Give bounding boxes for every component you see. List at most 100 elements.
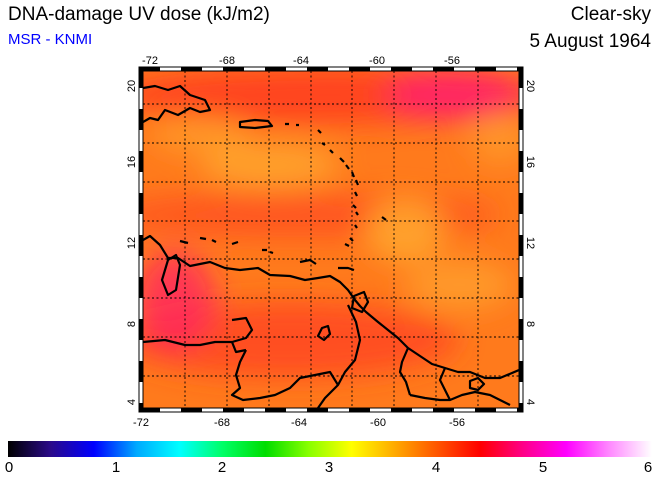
venezuela-guyana-border (317, 304, 362, 408)
frame-segment-right (519, 361, 523, 382)
frame-segment-bottom (349, 408, 370, 412)
uv-spot-yellow-3 (405, 260, 515, 310)
south-border (409, 390, 511, 406)
frame-segment-left (139, 361, 143, 382)
venezuela-islands (231, 240, 355, 272)
uv-spot-yellow-4 (150, 117, 250, 153)
lon-labels-top: -72 -68 -64 -60 -56 (142, 55, 460, 67)
hispaniola-coast (143, 84, 212, 123)
colorbar-label-4: 4 (431, 459, 441, 476)
frame-segment-top (223, 67, 244, 71)
colombia-border (143, 316, 254, 347)
frame-segment-right (519, 403, 523, 412)
colorbar-label-2: 2 (217, 459, 227, 476)
frame-segment-right (519, 67, 523, 88)
date-label: 5 August 1964 (529, 31, 652, 52)
lat-right-label-0: 4 (524, 399, 536, 405)
caribbean-mainland-coast (143, 234, 519, 380)
frame-segment-bottom (307, 408, 328, 412)
frame-segment-right (519, 277, 523, 298)
frame-segment-top (307, 67, 328, 71)
frame-segment-left (139, 193, 143, 214)
sky-condition: Clear-sky (570, 4, 651, 25)
frame-segment-bottom (475, 408, 496, 412)
frame-segment-right (519, 109, 523, 130)
frame-segment-bottom (265, 408, 286, 412)
lon-bottom-label-4: -56 (449, 417, 465, 429)
lat-left-label-0: 4 (126, 399, 138, 405)
uv-spot-west (143, 250, 215, 350)
frame-segment-left (139, 319, 143, 340)
uv-field (143, 71, 519, 408)
frame-segment-top (475, 67, 496, 71)
virgin-islands (285, 122, 299, 127)
frame-segment-bottom (139, 408, 160, 412)
lon-bottom-label-2: -64 (291, 417, 307, 429)
lon-bottom-label-0: -72 (133, 417, 149, 429)
lat-right-label-2: 12 (524, 237, 536, 249)
guyana-suriname-border (398, 347, 412, 396)
river-lake (316, 324, 332, 342)
barbados (381, 216, 387, 221)
frame-segment-right (519, 319, 523, 340)
abc-islands (179, 236, 217, 245)
frame-segment-right (519, 151, 523, 172)
lat-left-label-4: 20 (126, 80, 138, 92)
uv-spot-yellow-2 (365, 198, 445, 262)
lat-right-label-1: 8 (524, 321, 536, 327)
lon-top-label-1: -68 (219, 55, 235, 67)
uv-spot-yellow-5 (470, 115, 519, 165)
frame-segment-left (139, 403, 143, 412)
lat-left-label-3: 16 (126, 156, 138, 168)
lat-left-label-2: 12 (126, 237, 138, 249)
frame-segment-right (519, 193, 523, 214)
brazil-border (230, 349, 339, 402)
source-label: MSR - KNMI (8, 31, 93, 48)
lon-bottom-label-3: -60 (370, 417, 386, 429)
uv-spot-yellow-1 (200, 143, 340, 187)
uv-field-patterns (143, 71, 519, 378)
lon-top-label-0: -72 (142, 55, 158, 67)
colorbar-label-6: 6 (643, 459, 653, 476)
frame-segment-bottom (433, 408, 454, 412)
frame-segment-top (349, 67, 370, 71)
colorbar (8, 441, 652, 457)
puerto-rico-coast (238, 118, 274, 130)
frame-segment-right (519, 235, 523, 256)
lon-top-label-4: -56 (444, 55, 460, 67)
colorbar-label-3: 3 (324, 459, 334, 476)
frame-segment-top (181, 67, 202, 71)
map-frame (138, 66, 524, 413)
colorbar-label-0: 0 (4, 459, 14, 476)
lat-right-label-4: 20 (524, 80, 536, 92)
graticule (143, 71, 519, 408)
frame-segment-top (139, 67, 160, 71)
lon-bottom-label-1: -68 (214, 417, 230, 429)
frame-segment-bottom (223, 408, 244, 412)
lon-labels-bottom: -72 -68 -64 -60 -56 (133, 417, 465, 429)
lake-maracaibo (160, 253, 182, 297)
lat-labels-left: 4 8 12 16 20 (126, 80, 138, 405)
frame-segment-bottom (181, 408, 202, 412)
frame-segment-left (139, 277, 143, 298)
frame-segment-left (139, 235, 143, 256)
frame-segment-left (139, 151, 143, 172)
colorbar-label-5: 5 (538, 459, 548, 476)
frame-segment-top (265, 67, 286, 71)
uv-band-magenta (385, 71, 519, 120)
inland-border (230, 341, 247, 354)
frame-segment-left (139, 67, 143, 88)
frame-segment-top (433, 67, 454, 71)
lon-top-label-3: -60 (369, 55, 385, 67)
lon-top-label-2: -64 (293, 55, 309, 67)
uv-band-south (143, 302, 460, 378)
suriname-guiana-border (438, 367, 451, 401)
lake-dark (468, 376, 486, 392)
colorbar-label-1: 1 (111, 459, 121, 476)
map-title: DNA-damage UV dose (kJ/m2) (8, 4, 270, 25)
lesser-antilles-north (317, 129, 360, 216)
lat-labels-right: 4 8 12 16 20 (524, 80, 536, 405)
lat-right-label-3: 16 (524, 156, 536, 168)
frame-segment-bottom (391, 408, 412, 412)
